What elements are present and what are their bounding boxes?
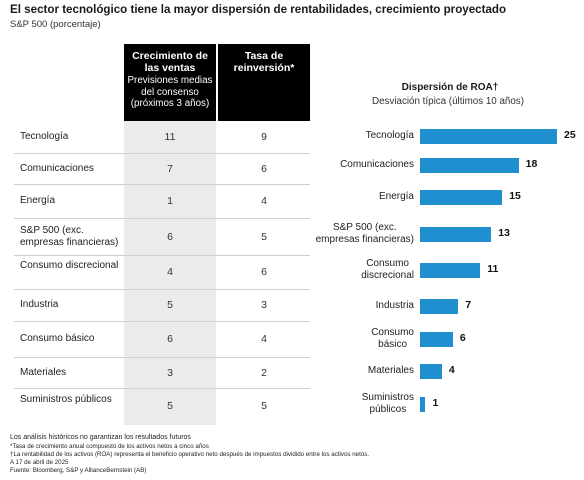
sales-growth-value: 6 [167,230,173,243]
row-divider [14,218,310,219]
roa-bar-value: 4 [448,364,455,376]
table-row-label: Energía [20,195,56,206]
table-row-label: Comunicaciones [20,162,94,174]
roa-bar [420,226,492,242]
table-row-label: Industria [20,299,59,310]
sales-growth-value: 4 [167,266,173,278]
bar-category-label: S&P 500 (exc. empresas financieras) [315,222,414,245]
sales-growth-value: 7 [167,162,173,175]
roa-bar [420,298,459,314]
footnote-growth: *Tasa de crecimiento anual compuesto de … [10,443,209,450]
reinvestment-value: 4 [261,195,267,207]
roa-bar [420,157,519,173]
chart-title: El sector tecnológico tiene la mayor dis… [10,3,507,16]
row-divider [14,321,310,322]
table-row-label: Tecnología [20,131,69,142]
bar-category-label: Consumo discrecional [361,258,414,281]
header-reinvestment-label: Tasa de reinversión* [233,50,295,74]
footnote-source: Fuente: Bloomberg, S&P y AllianceBernste… [10,467,147,474]
bar-category-label: Consumo básico [371,327,414,350]
reinvestment-value: 2 [261,366,267,379]
row-divider [14,289,310,290]
roa-bar [420,396,426,412]
roa-bar-value: 15 [509,190,521,202]
row-divider [14,357,310,358]
bar-category-label: Comunicaciones [340,159,414,170]
bar-category-label: Tecnología [365,130,414,141]
table-row-label: Consumo básico [20,333,95,344]
footnote-disclaimer: Los análisis históricos no garantizan lo… [10,434,191,441]
footnote-roa: †La rentabilidad de los activos (ROA) re… [10,451,370,458]
row-divider [14,184,310,185]
table-row-label: Consumo discrecional [20,260,119,271]
reinvestment-value: 6 [261,266,267,278]
reinvestment-value: 3 [261,299,267,311]
roa-bar [420,331,453,347]
row-divider [14,255,310,256]
roa-bar-value: 13 [498,227,510,239]
sales-growth-value: 3 [167,366,173,379]
reinvestment-value: 9 [261,131,267,143]
sales-growth-value: 1 [167,195,173,207]
roa-bar-value: 11 [487,263,499,275]
roa-bar-value: 18 [525,158,538,170]
bar-category-label: Suministros públicos [361,392,414,415]
sales-growth-value: 5 [167,299,173,311]
roa-bar-value: 1 [432,397,439,409]
footnote-date: A 17 de abril de 2025 [10,459,69,466]
bar-category-label: Energía [378,191,414,202]
roa-bar [420,262,481,278]
roa-chart-subtitle: Desviación típica (últimos 10 años) [372,96,524,107]
header-sales-growth-sub: Previsiones medias del consenso (próximo… [127,75,213,109]
reinvestment-value: 5 [261,230,267,243]
header-sales-growth: Crecimiento de las ventas Previsiones me… [124,44,216,121]
sales-growth-value: 6 [167,333,173,345]
bar-category-label: Materiales [367,365,414,376]
roa-bar [420,363,442,379]
header-reinvestment-rate: Tasa de reinversión* [218,44,310,121]
table-row-label: S&P 500 (exc. empresas financieras) [20,224,119,248]
reinvestment-value: 5 [261,400,267,412]
footnotes: Los análisis históricos no garantizan lo… [10,434,369,475]
roa-bar [420,189,503,205]
row-divider [14,153,310,154]
chart-subtitle: S&P 500 (porcentaje) [10,19,101,30]
row-divider [14,388,310,389]
table-row-label: Suministros públicos [20,394,112,405]
reinvestment-value: 4 [261,333,267,345]
roa-bar-value: 6 [459,332,466,344]
roa-bar-value: 25 [564,129,576,141]
bar-category-label: Industria [375,300,414,311]
reinvestment-value: 6 [261,162,267,175]
roa-chart-title: Dispersión de ROA† [401,82,499,93]
roa-bar [420,128,557,144]
sales-growth-value: 5 [167,400,173,412]
roa-bar-value: 7 [465,299,472,311]
header-sales-growth-label: Crecimiento de las ventas [132,50,208,74]
table-row-label: Materiales [20,366,67,378]
sales-growth-value: 11 [164,131,176,143]
